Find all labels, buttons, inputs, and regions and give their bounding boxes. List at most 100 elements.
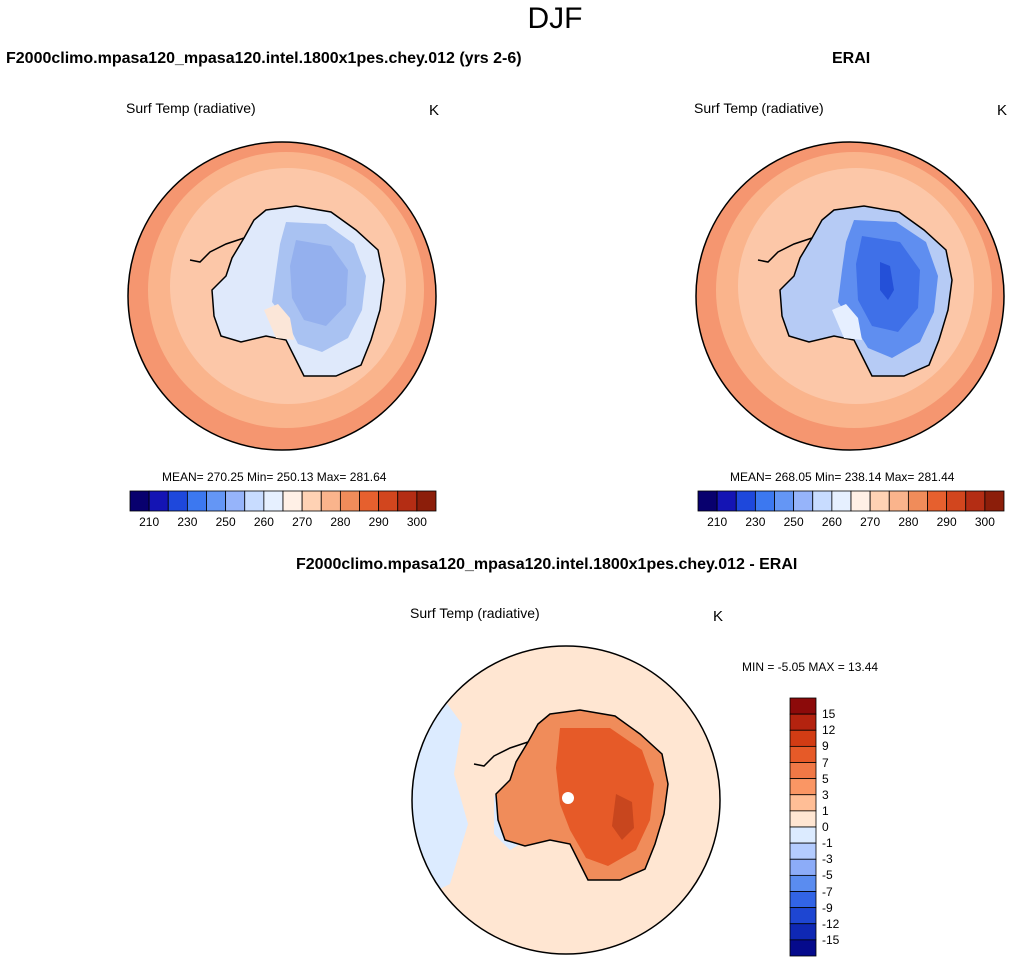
colorbar-tick-label: 230: [177, 515, 198, 529]
colorbar-swatch-0: [789, 697, 817, 715]
colorbar-tick-label: 280: [898, 515, 919, 529]
colorbar-swatch-0: [129, 490, 150, 512]
colorbar-swatch-5: [225, 490, 246, 512]
colorbar-swatch-7: [789, 810, 817, 828]
panel-2-polar-map: [695, 141, 1005, 451]
panel-2-stats: MEAN= 268.05 Min= 238.14 Max= 281.44: [730, 470, 955, 484]
colorbar-tick-label: 210: [707, 515, 728, 529]
panel-2-colorbar-ticks: 210 230 250 260 270 280 290 300: [698, 515, 1004, 531]
colorbar-swatch-4: [206, 490, 227, 512]
colorbar-swatch-12: [789, 891, 817, 909]
panel-3-variable-label: Surf Temp (radiative): [410, 605, 540, 621]
colorbar-tick-label: 0: [822, 820, 829, 834]
colorbar-swatch-13: [946, 490, 967, 512]
warm-anomaly-core: [612, 794, 634, 840]
colorbar-tick-label: 270: [292, 515, 313, 529]
panel-3-colorbar: [789, 697, 817, 957]
panel-1-title: F2000climo.mpasa120_mpasa120.intel.1800x…: [6, 50, 522, 67]
colorbar-swatch-9: [301, 490, 322, 512]
colorbar-swatch-15: [789, 939, 817, 957]
colorbar-swatch-9: [789, 842, 817, 860]
colorbar-swatch-3: [789, 745, 817, 763]
colorbar-swatch-8: [282, 490, 303, 512]
panel-3-stats: MIN = -5.05 MAX = 13.44: [742, 660, 879, 674]
colorbar-swatch-5: [793, 490, 814, 512]
panel-1-variable-label: Surf Temp (radiative): [126, 100, 256, 116]
colorbar-swatch-10: [320, 490, 341, 512]
panel-3-colorbar-ticks: 15 12 9 7 5 3 1 0 -1 -3 -5 -7 -9 -12 -15: [822, 698, 862, 956]
colorbar-swatch-3: [186, 490, 207, 512]
figure-title: DJF: [527, 2, 583, 35]
colorbar-swatch-8: [789, 826, 817, 844]
colorbar-tick-label: -3: [822, 852, 833, 867]
colorbar-tick-label: -9: [822, 900, 833, 915]
peninsula: [757, 237, 813, 263]
panel-2-colorbar: [697, 490, 1005, 512]
panel-2-title: ERAI: [832, 50, 871, 67]
ross-ice-shelf: [264, 304, 294, 340]
panel-1-units-label: K: [429, 102, 440, 119]
colorbar-tick-label: 5: [822, 771, 829, 786]
colorbar-tick-label: 290: [368, 515, 389, 529]
colorbar-swatch-10: [789, 858, 817, 876]
colorbar-tick-label: 9: [822, 739, 829, 754]
colorbar-swatch-1: [716, 490, 737, 512]
colorbar-tick-label: 300: [974, 515, 995, 529]
peninsula: [189, 237, 245, 263]
colorbar-swatch-4: [789, 762, 817, 780]
colorbar-swatch-6: [789, 794, 817, 812]
colorbar-swatch-14: [789, 923, 817, 941]
colorbar-swatch-14: [965, 490, 986, 512]
colorbar-swatch-2: [789, 729, 817, 747]
colorbar-tick-label: 250: [783, 515, 804, 529]
colorbar-swatch-14: [397, 490, 418, 512]
colorbar-swatch-12: [927, 490, 948, 512]
colorbar-swatch-11: [789, 874, 817, 892]
colorbar-swatch-0: [697, 490, 718, 512]
colorbar-tick-label: 3: [822, 787, 829, 802]
colorbar-swatch-13: [789, 907, 817, 925]
colorbar-swatch-15: [984, 490, 1005, 512]
colorbar-swatch-9: [869, 490, 890, 512]
colorbar-tick-label: -1: [822, 836, 833, 851]
colorbar-tick-label: 300: [406, 515, 427, 529]
colorbar-tick-label: 1: [822, 803, 829, 818]
colorbar-tick-label: 12: [822, 723, 836, 738]
colorbar-tick-label: 15: [822, 707, 836, 722]
colorbar-tick-label: -7: [822, 884, 833, 899]
negative-anomaly-west: [412, 694, 468, 904]
panel-3-polar-map: [411, 645, 721, 955]
colorbar-swatch-1: [789, 713, 817, 731]
panel-2-units-label: K: [997, 102, 1008, 119]
panel-1-colorbar: [129, 490, 437, 512]
colorbar-tick-label: 280: [330, 515, 351, 529]
colorbar-tick-label: 290: [936, 515, 957, 529]
panel-1-colorbar-ticks: 210 230 250 260 270 280 290 300: [130, 515, 436, 531]
colorbar-tick-label: -15: [822, 932, 840, 947]
colorbar-swatch-2: [735, 490, 756, 512]
colorbar-swatch-11: [907, 490, 928, 512]
colorbar-swatch-13: [378, 490, 399, 512]
colorbar-tick-label: 260: [821, 515, 842, 529]
colorbar-swatch-10: [888, 490, 909, 512]
colorbar-tick-label: -5: [822, 868, 833, 883]
colorbar-swatch-1: [148, 490, 169, 512]
colorbar-swatch-2: [167, 490, 188, 512]
colorbar-tick-label: 260: [253, 515, 274, 529]
panel-3-units-label: K: [713, 608, 724, 625]
colorbar-swatch-15: [416, 490, 437, 512]
colorbar-tick-label: -12: [822, 916, 840, 931]
coldest-spot: [880, 262, 894, 300]
colorbar-swatch-6: [244, 490, 265, 512]
colorbar-tick-label: 250: [215, 515, 236, 529]
colorbar-swatch-11: [339, 490, 360, 512]
colorbar-swatch-4: [774, 490, 795, 512]
colorbar-tick-label: 270: [860, 515, 881, 529]
colorbar-swatch-6: [812, 490, 833, 512]
colorbar-tick-label: 230: [745, 515, 766, 529]
panel-2-variable-label: Surf Temp (radiative): [694, 100, 824, 116]
peninsula: [473, 741, 529, 767]
panel-1-polar-map: [127, 141, 437, 451]
colorbar-swatch-8: [850, 490, 871, 512]
colorbar-tick-label: 210: [139, 515, 160, 529]
